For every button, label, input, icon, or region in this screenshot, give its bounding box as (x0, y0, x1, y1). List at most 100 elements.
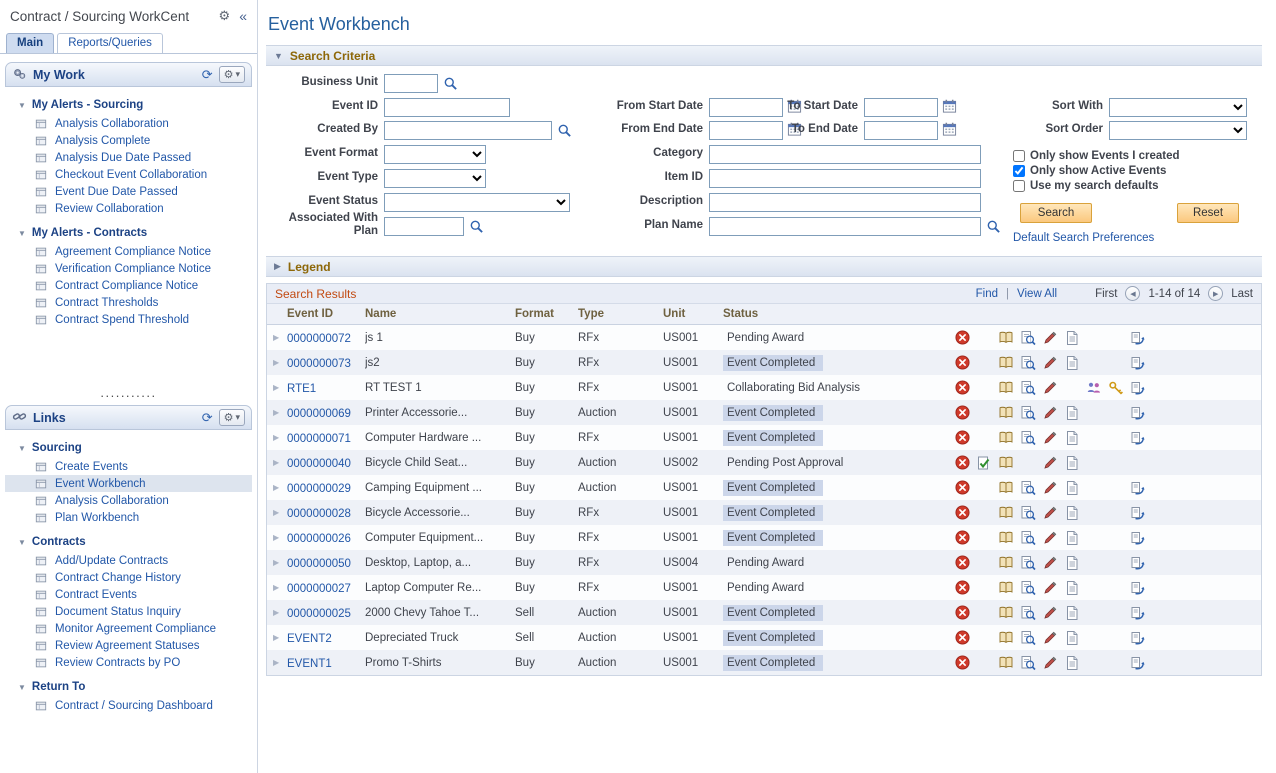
plan-name-lookup-icon[interactable] (986, 219, 1002, 235)
to-end-date-input[interactable] (864, 121, 938, 140)
sidebar-item-review-contracts-by-po[interactable]: Review Contracts by PO (5, 654, 252, 671)
row-expand-icon[interactable]: ▶ (273, 533, 280, 542)
first-link[interactable]: First (1095, 287, 1118, 300)
sidebar-item-analysis-due-date-passed[interactable]: Analysis Due Date Passed (5, 149, 252, 166)
doc-icon[interactable] (1061, 654, 1083, 671)
pencil-icon[interactable] (1039, 604, 1061, 621)
key-icon[interactable] (1105, 379, 1127, 396)
zoom-icon[interactable] (1017, 654, 1039, 671)
workflow-icon[interactable] (1127, 354, 1149, 371)
pencil-icon[interactable] (1039, 529, 1061, 546)
approve-icon[interactable] (973, 454, 995, 471)
delete-icon[interactable] (951, 529, 973, 546)
sidebar-item-analysis-collaboration[interactable]: Analysis Collaboration (5, 115, 252, 132)
book-icon[interactable] (995, 354, 1017, 371)
section-header-return-to[interactable]: ▼ Return To (5, 681, 252, 693)
legend-header[interactable]: ▶ Legend (266, 256, 1262, 277)
workflow-icon[interactable] (1127, 554, 1149, 571)
workflow-icon[interactable] (1127, 379, 1149, 396)
checkbox-only-show-events-i-created[interactable]: Only show Events I created (1013, 150, 1180, 162)
zoom-icon[interactable] (1017, 504, 1039, 521)
section-header-contracts[interactable]: ▼ Contracts (5, 536, 252, 548)
zoom-icon[interactable] (1017, 404, 1039, 421)
doc-icon[interactable] (1061, 604, 1083, 621)
find-link[interactable]: Find (975, 287, 999, 300)
workflow-icon[interactable] (1127, 504, 1149, 521)
doc-icon[interactable] (1061, 429, 1083, 446)
doc-icon[interactable] (1061, 504, 1083, 521)
sidebar-item-contract-sourcing-dashboard[interactable]: Contract / Sourcing Dashboard (5, 697, 252, 714)
workflow-icon[interactable] (1127, 429, 1149, 446)
row-expand-icon[interactable]: ▶ (273, 583, 280, 592)
zoom-icon[interactable] (1017, 579, 1039, 596)
sidebar-item-review-collaboration[interactable]: Review Collaboration (5, 200, 252, 217)
to-start-date-input[interactable] (864, 98, 938, 117)
zoom-icon[interactable] (1017, 354, 1039, 371)
delete-icon[interactable] (951, 654, 973, 671)
zoom-icon[interactable] (1017, 604, 1039, 621)
business-unit-input[interactable] (384, 74, 438, 93)
delete-icon[interactable] (951, 479, 973, 496)
doc-icon[interactable] (1061, 554, 1083, 571)
pencil-icon[interactable] (1039, 404, 1061, 421)
workflow-icon[interactable] (1127, 579, 1149, 596)
workflow-icon[interactable] (1127, 604, 1149, 621)
pencil-icon[interactable] (1039, 379, 1061, 396)
refresh-icon[interactable]: ⟳ (201, 66, 213, 82)
view-all-link[interactable]: View All (1017, 287, 1058, 300)
sidebar-item-contract-change-history[interactable]: Contract Change History (5, 569, 252, 586)
checkbox-use-my-search-defaults[interactable]: Use my search defaults (1013, 180, 1180, 192)
checkbox-input[interactable] (1013, 150, 1025, 162)
zoom-icon[interactable] (1017, 429, 1039, 446)
pencil-icon[interactable] (1039, 504, 1061, 521)
delete-icon[interactable] (951, 329, 973, 346)
doc-icon[interactable] (1061, 629, 1083, 646)
event-id-link[interactable]: 0000000027 (287, 582, 351, 595)
reset-button[interactable]: Reset (1177, 203, 1239, 223)
event-id-link[interactable]: 0000000072 (287, 332, 351, 345)
event-id-link[interactable]: EVENT2 (287, 632, 332, 645)
sidebar-item-analysis-collaboration[interactable]: Analysis Collaboration (5, 492, 252, 509)
sidebar-item-event-due-date-passed[interactable]: Event Due Date Passed (5, 183, 252, 200)
sidebar-item-agreement-compliance-notice[interactable]: Agreement Compliance Notice (5, 243, 252, 260)
last-link[interactable]: Last (1231, 287, 1253, 300)
book-icon[interactable] (995, 479, 1017, 496)
pencil-icon[interactable] (1039, 329, 1061, 346)
zoom-icon[interactable] (1017, 479, 1039, 496)
pagelet-menu-button[interactable]: ⚙ ▾ (218, 409, 245, 426)
row-expand-icon[interactable]: ▶ (273, 658, 280, 667)
search-button[interactable]: Search (1020, 203, 1092, 223)
row-expand-icon[interactable]: ▶ (273, 333, 280, 342)
from-end-date-calendar-icon[interactable] (787, 122, 803, 138)
to-end-date-calendar-icon[interactable] (942, 122, 958, 138)
sidebar-item-monitor-agreement-compliance[interactable]: Monitor Agreement Compliance (5, 620, 252, 637)
pencil-icon[interactable] (1039, 629, 1061, 646)
event-format-select[interactable] (384, 145, 486, 164)
sidebar-item-analysis-complete[interactable]: Analysis Complete (5, 132, 252, 149)
row-expand-icon[interactable]: ▶ (273, 633, 280, 642)
event-id-link[interactable]: 0000000040 (287, 457, 351, 470)
delete-icon[interactable] (951, 629, 973, 646)
doc-icon[interactable] (1061, 579, 1083, 596)
created-by-input[interactable] (384, 121, 552, 140)
delete-icon[interactable] (951, 579, 973, 596)
sort-order-select[interactable] (1109, 121, 1247, 140)
event-id-link[interactable]: RTE1 (287, 382, 317, 395)
row-expand-icon[interactable]: ▶ (273, 358, 280, 367)
from-start-date-input[interactable] (709, 98, 783, 117)
workflow-icon[interactable] (1127, 529, 1149, 546)
zoom-icon[interactable] (1017, 529, 1039, 546)
doc-icon[interactable] (1061, 479, 1083, 496)
doc-icon[interactable] (1061, 454, 1083, 471)
pencil-icon[interactable] (1039, 429, 1061, 446)
doc-icon[interactable] (1061, 404, 1083, 421)
workflow-icon[interactable] (1127, 404, 1149, 421)
event-id-link[interactable]: 0000000025 (287, 607, 351, 620)
book-icon[interactable] (995, 454, 1017, 471)
delete-icon[interactable] (951, 604, 973, 621)
zoom-icon[interactable] (1017, 554, 1039, 571)
refresh-icon[interactable]: ⟳ (201, 409, 213, 425)
row-expand-icon[interactable]: ▶ (273, 383, 280, 392)
delete-icon[interactable] (951, 354, 973, 371)
section-header-sourcing[interactable]: ▼ Sourcing (5, 442, 252, 454)
